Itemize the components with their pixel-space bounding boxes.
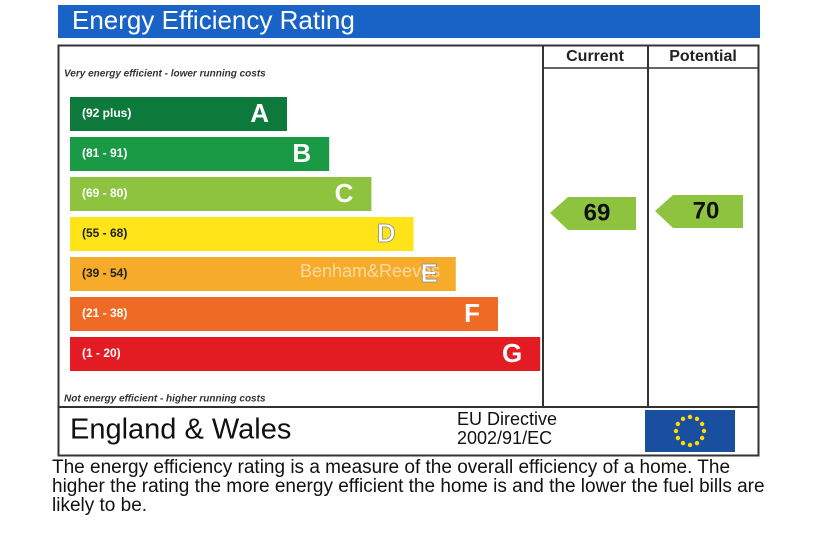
description: The energy efficiency rating is a measur… <box>52 457 765 516</box>
band <box>70 137 330 171</box>
title-bar <box>58 5 760 38</box>
band <box>70 297 498 331</box>
star <box>687 414 693 420</box>
band-letter: G <box>502 338 522 368</box>
star <box>675 421 681 427</box>
star <box>701 428 707 434</box>
band-letter: E <box>420 258 437 288</box>
band-letter: A <box>250 98 269 128</box>
star <box>687 442 693 448</box>
band-letter: C <box>335 178 354 208</box>
title: Energy Efficiency Rating <box>72 5 355 35</box>
band <box>70 97 287 131</box>
band-range: (21 - 38) <box>82 306 127 320</box>
potential-rating: 70 <box>693 197 720 224</box>
star <box>673 428 679 434</box>
star <box>694 440 700 446</box>
watermark: Benham&Reeves <box>300 261 440 281</box>
directive: EU Directive <box>457 409 557 429</box>
band-letter: F <box>464 298 480 328</box>
band <box>70 257 456 291</box>
band-range: (92 plus) <box>82 106 131 120</box>
directive: 2002/91/EC <box>457 428 552 448</box>
band-range: (81 - 91) <box>82 146 127 160</box>
star <box>699 421 705 427</box>
band-range: (1 - 20) <box>82 346 121 360</box>
column-header: Potential <box>669 48 737 65</box>
star <box>675 435 681 441</box>
star <box>699 435 705 441</box>
eu-stars <box>673 414 707 448</box>
band <box>70 177 372 211</box>
epc-chart: Energy Efficiency Rating Current Potenti… <box>57 5 760 457</box>
top-note: Very energy efficient - lower running co… <box>64 69 266 80</box>
band-range: (69 - 80) <box>82 186 127 200</box>
frame <box>57 44 760 457</box>
region: England & Wales <box>70 414 291 446</box>
band-letter: D <box>377 218 396 248</box>
band-letter: B <box>292 138 311 168</box>
star <box>694 416 700 422</box>
star <box>680 440 686 446</box>
star <box>680 416 686 422</box>
potential-arrow <box>655 195 743 228</box>
bottom-note: Not energy efficient - higher running co… <box>64 394 266 405</box>
column-header: Current <box>566 48 624 65</box>
band <box>70 337 541 371</box>
current-rating: 69 <box>584 199 611 226</box>
band-range: (39 - 54) <box>82 266 127 280</box>
bands: (92 plus) A (81 - 91) B (69 - 80) C (55 - 68) D… <box>70 97 541 371</box>
band-range: (55 - 68) <box>82 226 127 240</box>
current-arrow <box>550 197 636 230</box>
band <box>70 217 414 251</box>
